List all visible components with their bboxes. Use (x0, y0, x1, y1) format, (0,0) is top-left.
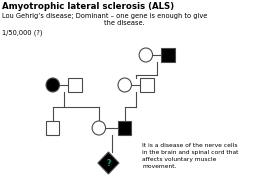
Circle shape (139, 48, 153, 62)
Circle shape (46, 78, 60, 92)
Bar (161, 48, 175, 62)
Bar (68, 78, 82, 92)
Bar (46, 121, 60, 135)
Bar (118, 121, 132, 135)
Text: Amyotrophic lateral sclerosis (ALS): Amyotrophic lateral sclerosis (ALS) (2, 2, 174, 11)
Circle shape (92, 121, 106, 135)
Text: the disease.: the disease. (104, 20, 145, 26)
Text: 1/50,000 (?): 1/50,000 (?) (2, 30, 42, 36)
Text: It is a disease of the nerve cells
in the brain and spinal cord that
affects vol: It is a disease of the nerve cells in th… (142, 143, 239, 169)
Text: Lou Gehrig’s disease; Dominant – one gene is enough to give: Lou Gehrig’s disease; Dominant – one gen… (2, 13, 207, 19)
Bar (140, 78, 154, 92)
Circle shape (118, 78, 132, 92)
Polygon shape (98, 152, 119, 174)
Text: ?: ? (106, 158, 111, 167)
